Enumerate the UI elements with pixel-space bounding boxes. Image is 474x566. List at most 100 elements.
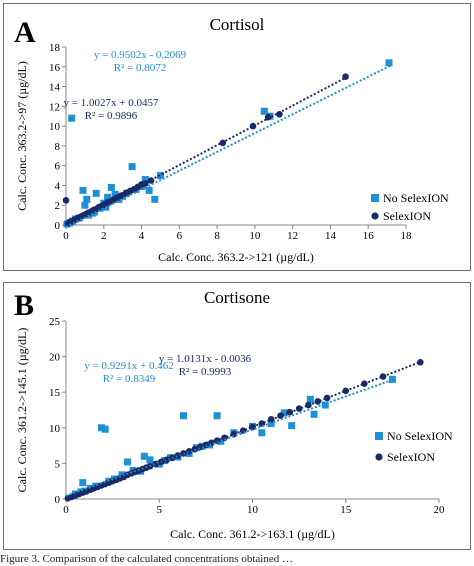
cortisone-no-selexion-point: [288, 422, 296, 430]
legend-label: No SelexION: [387, 429, 453, 443]
cortisone-no-selexion-point: [140, 452, 148, 460]
cortisol-no-selexion-point: [104, 193, 112, 201]
x-tick-label: 16: [363, 230, 375, 242]
cortisone-no-selexion-point: [213, 412, 221, 420]
y-tick-label: 12: [49, 101, 60, 113]
cortisol-no-selexion-point: [145, 186, 153, 194]
trendline-equation: y = 1.0027x + 0.0457: [64, 97, 159, 109]
cortisol-no-selexion-point: [68, 114, 76, 122]
cortisol-no-selexion-point: [81, 201, 89, 209]
y-axis-label: Calc. Conc. 361.2->145.1 (µg/dL): [15, 328, 29, 493]
x-tick-label: 0: [63, 230, 69, 242]
y-tick-label: 0: [55, 220, 61, 232]
legend-label: SelexION: [383, 209, 431, 223]
cortisol-no-selexion-point: [260, 107, 268, 115]
cortisone-selexion-point: [249, 423, 256, 431]
trendline-r2: R² = 0.8349: [103, 373, 156, 385]
trendline-r2: R² = 0.9896: [85, 110, 138, 122]
x-tick-label: 12: [287, 230, 298, 242]
x-tick-label: 4: [139, 230, 145, 242]
cortisone-no-selexion-point: [179, 412, 187, 420]
y-tick-label: 25: [49, 316, 61, 328]
cortisone-no-selexion-point: [258, 429, 266, 437]
x-tick-label: 8: [214, 230, 220, 242]
y-tick-label: 14: [49, 82, 61, 94]
cortisol-selexion-point: [276, 110, 283, 118]
y-tick-label: 5: [55, 458, 61, 470]
y-tick-label: 16: [49, 62, 61, 74]
cortisone-selexion-point: [417, 358, 424, 366]
legend-marker-no-selexion: [375, 432, 383, 440]
legend-label: No SelexION: [383, 191, 449, 205]
cortisone-no-selexion-point: [306, 395, 314, 403]
x-tick-label: 5: [157, 504, 163, 516]
x-axis-label: Calc. Conc. 361.2->163.1 (µg/dL): [170, 527, 335, 541]
cortisol-no-selexion-point: [92, 189, 100, 197]
cortisol-no-selexion-point: [151, 195, 159, 203]
legend-marker-no-selexion: [371, 194, 379, 202]
cortisol-no-selexion-point: [79, 186, 87, 194]
cortisol-selexion-point: [264, 113, 272, 121]
y-tick-label: 8: [55, 141, 61, 153]
cortisol-selexion-point: [62, 196, 70, 204]
panel-letter: B: [14, 289, 34, 322]
panel-b: B Cortisone 0 5 10 15 20 0 5 10 15 20 25 Calc. Conc. …: [3, 282, 471, 550]
cortisone-no-selexion-point: [101, 425, 109, 433]
cortisone-no-selexion-point: [310, 410, 318, 418]
y-tick-label: 15: [49, 387, 61, 399]
cortisone-chart: B Cortisone 0 5 10 15 20 0 5 10 15 20 25 Calc. Conc. …: [14, 288, 453, 541]
cortisol-no-selexion-point: [83, 195, 91, 203]
y-tick-label: 18: [49, 42, 61, 54]
legend-marker-selexion: [371, 212, 379, 220]
panel-a: A Cortisol 0 2 4 6 8 10 12 14 16 18 0 2 4 6 8 10 12 14 16 18 C…: [3, 3, 471, 271]
y-tick-label: 2: [55, 200, 61, 212]
cortisol-no-selexion-point: [156, 172, 164, 180]
x-tick-label: 6: [177, 230, 183, 242]
cortisol-no-selexion-point: [141, 176, 149, 184]
y-tick-label: 0: [55, 494, 61, 506]
cortisone-no-selexion-point: [280, 409, 288, 417]
cortisone-selexion-point: [314, 398, 322, 405]
x-tick-label: 10: [247, 504, 259, 516]
cortisol-selexion-point: [342, 73, 349, 80]
x-tick-label: 0: [63, 504, 69, 516]
y-tick-label: 10: [49, 121, 61, 133]
legend-label: SelexION: [387, 450, 435, 464]
cortisol-no-selexion-point: [128, 163, 136, 171]
x-axis-label: Calc. Conc. 363.2->121 (µg/dL): [158, 250, 314, 264]
cortisone-no-selexion-point: [79, 479, 87, 487]
cortisone-selexion-point: [277, 412, 284, 419]
y-tick-label: 20: [49, 352, 61, 364]
x-tick-label: 20: [434, 504, 446, 516]
x-tick-label: 18: [401, 230, 413, 242]
cortisone-no-selexion-trendline: [65, 378, 395, 497]
cortisol-selexion-trendline: [65, 74, 350, 226]
cortisol-no-selexion-point: [107, 183, 115, 191]
x-tick-label: 14: [325, 230, 337, 242]
chart-title: Cortisone: [204, 288, 270, 307]
cortisone-selexion-trendline: [65, 361, 421, 500]
cortisone-no-selexion-point: [97, 424, 105, 432]
cortisol-no-selexion-trendline: [65, 64, 392, 228]
cortisol-no-selexion-point: [385, 59, 393, 67]
trendline-equation: y = 1.0131x - 0.0036: [159, 353, 252, 365]
legend-marker-selexion: [375, 453, 383, 461]
cortisone-no-selexion-point: [321, 401, 329, 409]
cortisone-no-selexion-point: [388, 375, 396, 383]
trendline-r2: R² = 0.9993: [179, 366, 232, 378]
chart-title: Cortisol: [210, 15, 265, 34]
x-tick-label: 10: [249, 230, 261, 242]
cortisol-no-selexion-point: [111, 190, 119, 198]
cortisone-selexion-point: [295, 405, 303, 412]
cortisol-chart: A Cortisol 0 2 4 6 8 10 12 14 16 18 0 2 4 6 8 10 12 14 16 18 C…: [14, 15, 449, 264]
y-tick-label: 10: [49, 423, 61, 435]
trendline-equation: y = 0.9291x + 0.462: [84, 360, 173, 372]
y-tick-label: 6: [55, 161, 61, 173]
trendline-r2: R² = 0.8072: [114, 62, 167, 74]
x-tick-label: 2: [101, 230, 107, 242]
x-tick-label: 15: [340, 504, 352, 516]
y-axis-label: Calc. Conc. 363.2->97 (µg/dL): [15, 61, 29, 211]
trendline-equation: y = 0.9502x - 0.2069: [94, 49, 187, 61]
y-tick-label: 4: [55, 180, 61, 192]
cortisone-selexion-point: [379, 373, 387, 380]
